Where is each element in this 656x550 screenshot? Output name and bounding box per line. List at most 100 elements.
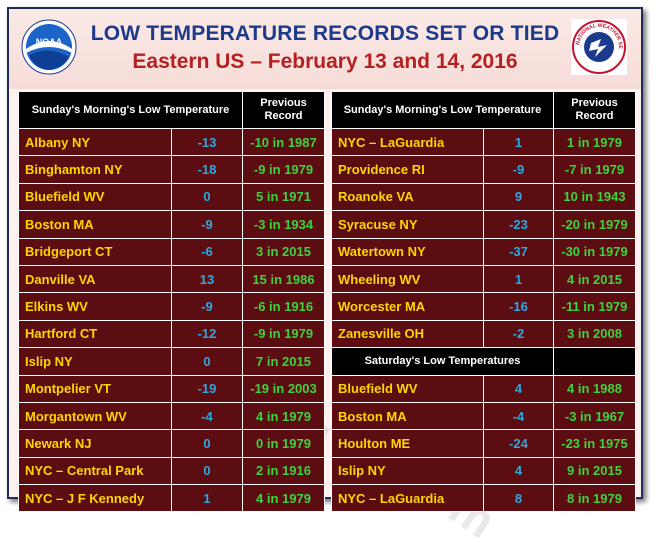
table-row: Boston MA -9 -3 in 1934 [18,210,325,239]
previous-record-value: -9 in 1979 [242,155,325,184]
previous-record-value: 3 in 2015 [242,237,325,266]
previous-record-value: 2 in 1916 [242,456,325,486]
header: NOAA LOW TEMPERATURE RECORDS SET OR TIED… [9,9,641,89]
table-row: Houlton ME -24 -23 in 1975 [331,429,636,458]
low-temperature-value: 1 [483,264,554,294]
station-name: Islip NY [18,347,172,376]
station-name: NYC – LaGuardia [331,484,484,513]
station-name: Albany NY [18,127,172,157]
table-row: Elkins WV -9 -6 in 1916 [18,292,325,321]
table-row: Islip NY 0 7 in 2015 [18,347,325,376]
previous-record-value: 4 in 2015 [553,264,636,294]
table-header-row: Sunday's Morning's Low Temperature Previo… [331,91,636,129]
low-temperature-value: -19 [171,374,243,403]
table-row: NYC – LaGuardia 1 1 in 1979 [331,127,636,157]
station-name: NYC – Central Park [18,456,172,486]
previous-record-value: -9 in 1979 [242,319,325,349]
previous-record-value: 4 in 1988 [553,374,636,403]
low-temperature-value: 1 [483,127,554,157]
table-row: Bluefield WV 0 5 in 1971 [18,182,325,212]
low-temperature-value: -9 [171,210,243,239]
low-temperature-value: -13 [171,127,243,157]
low-temperature-value: -9 [483,155,554,184]
title-line-2: Eastern US – February 13 and 14, 2016 [132,50,518,73]
low-temperature-value: -16 [483,292,554,321]
previous-record-value: -23 in 1975 [553,429,636,458]
table-row: Providence RI -9 -7 in 1979 [331,155,636,184]
low-temperature-value: -2 [483,319,554,349]
previous-record-value: -10 in 1987 [242,127,325,157]
noaa-logo-text: NOAA [36,37,63,47]
previous-record-value: -7 in 1979 [553,155,636,184]
previous-record-value: 7 in 2015 [242,347,325,376]
previous-record-value: -6 in 1916 [242,292,325,321]
station-name: Syracuse NY [331,210,484,239]
saturday-subheader-row: Saturday's Low Temperatures [331,347,636,376]
table-row: Watertown NY -37 -30 in 1979 [331,237,636,266]
table-row: Syracuse NY -23 -20 in 1979 [331,210,636,239]
title-line-1: LOW TEMPERATURE RECORDS SET OR TIED [90,22,560,45]
low-temperature-value: 13 [171,264,243,294]
station-name: Roanoke VA [331,182,484,212]
station-name: Danville VA [18,264,172,294]
table-row: Wheeling WV 1 4 in 2015 [331,264,636,294]
low-temperature-value: -12 [171,319,243,349]
previous-record-value: -19 in 2003 [242,374,325,403]
low-temperature-value: -24 [483,429,554,458]
left-records-table: Sunday's Morning's Low Temperature Previo… [18,91,325,513]
table-row: Boston MA -4 -3 in 1967 [331,401,636,431]
low-temperature-value: 4 [483,374,554,403]
saturday-subheader: Saturday's Low Temperatures [331,347,554,376]
right-records-table: Sunday's Morning's Low Temperature Previo… [331,91,636,513]
station-name: Newark NJ [18,429,172,458]
previous-record-value: -3 in 1934 [242,210,325,239]
previous-record-value: 1 in 1979 [553,127,636,157]
low-temperature-value: 0 [171,347,243,376]
header-low-temperature: Sunday's Morning's Low Temperature [18,91,243,129]
low-temperature-value: -37 [483,237,554,266]
previous-record-value: -20 in 1979 [553,210,636,239]
low-temperature-value: -18 [171,155,243,184]
station-name: Bluefield WV [18,182,172,212]
station-name: Bridgeport CT [18,237,172,266]
slide-frame: NOAA LOW TEMPERATURE RECORDS SET OR TIED… [7,7,643,549]
previous-record-value: 0 in 1979 [242,429,325,458]
low-temperature-value: -4 [483,401,554,431]
station-name: Binghamton NY [18,155,172,184]
table-row: Worcester MA -16 -11 in 1979 [331,292,636,321]
station-name: Houlton ME [331,429,484,458]
station-name: NYC – J F Kennedy [18,484,172,513]
previous-record-value: 9 in 2015 [553,456,636,486]
table-row: NYC – Central Park 0 2 in 1916 [18,456,325,486]
low-temperature-value: 9 [483,182,554,212]
table-row: NYC – J F Kennedy 1 4 in 1979 [18,484,325,513]
left-records-body: Sunday's Morning's Low Temperature Previo… [18,91,325,513]
header-previous-record: Previous Record [553,91,636,129]
low-temperature-value: 1 [171,484,243,513]
station-name: Morgantown WV [18,401,172,431]
table-header-row: Sunday's Morning's Low Temperature Previo… [18,91,325,129]
previous-record-value: 5 in 1971 [242,182,325,212]
station-name: Providence RI [331,155,484,184]
previous-record-value: 4 in 1979 [242,401,325,431]
low-temperature-value: 0 [171,182,243,212]
low-temperature-value: 0 [171,429,243,458]
previous-record-value: -11 in 1979 [553,292,636,321]
table-row: Bluefield WV 4 4 in 1988 [331,374,636,403]
station-name: Bluefield WV [331,374,484,403]
previous-record-value: -30 in 1979 [553,237,636,266]
previous-record-value: 15 in 1986 [242,264,325,294]
table-row: Hartford CT -12 -9 in 1979 [18,319,325,349]
low-temperature-value: 0 [171,456,243,486]
previous-record-value: 4 in 1979 [242,484,325,513]
table-row: Zanesville OH -2 3 in 2008 [331,319,636,349]
noaa-logo: NOAA [21,19,77,75]
station-name: Watertown NY [331,237,484,266]
table-row: NYC – LaGuardia 8 8 in 1979 [331,484,636,513]
station-name: Wheeling WV [331,264,484,294]
previous-record-value: 3 in 2008 [553,319,636,349]
header-low-temperature: Sunday's Morning's Low Temperature [331,91,554,129]
low-temperature-value: 4 [483,456,554,486]
station-name: Zanesville OH [331,319,484,349]
table-row: Newark NJ 0 0 in 1979 [18,429,325,458]
